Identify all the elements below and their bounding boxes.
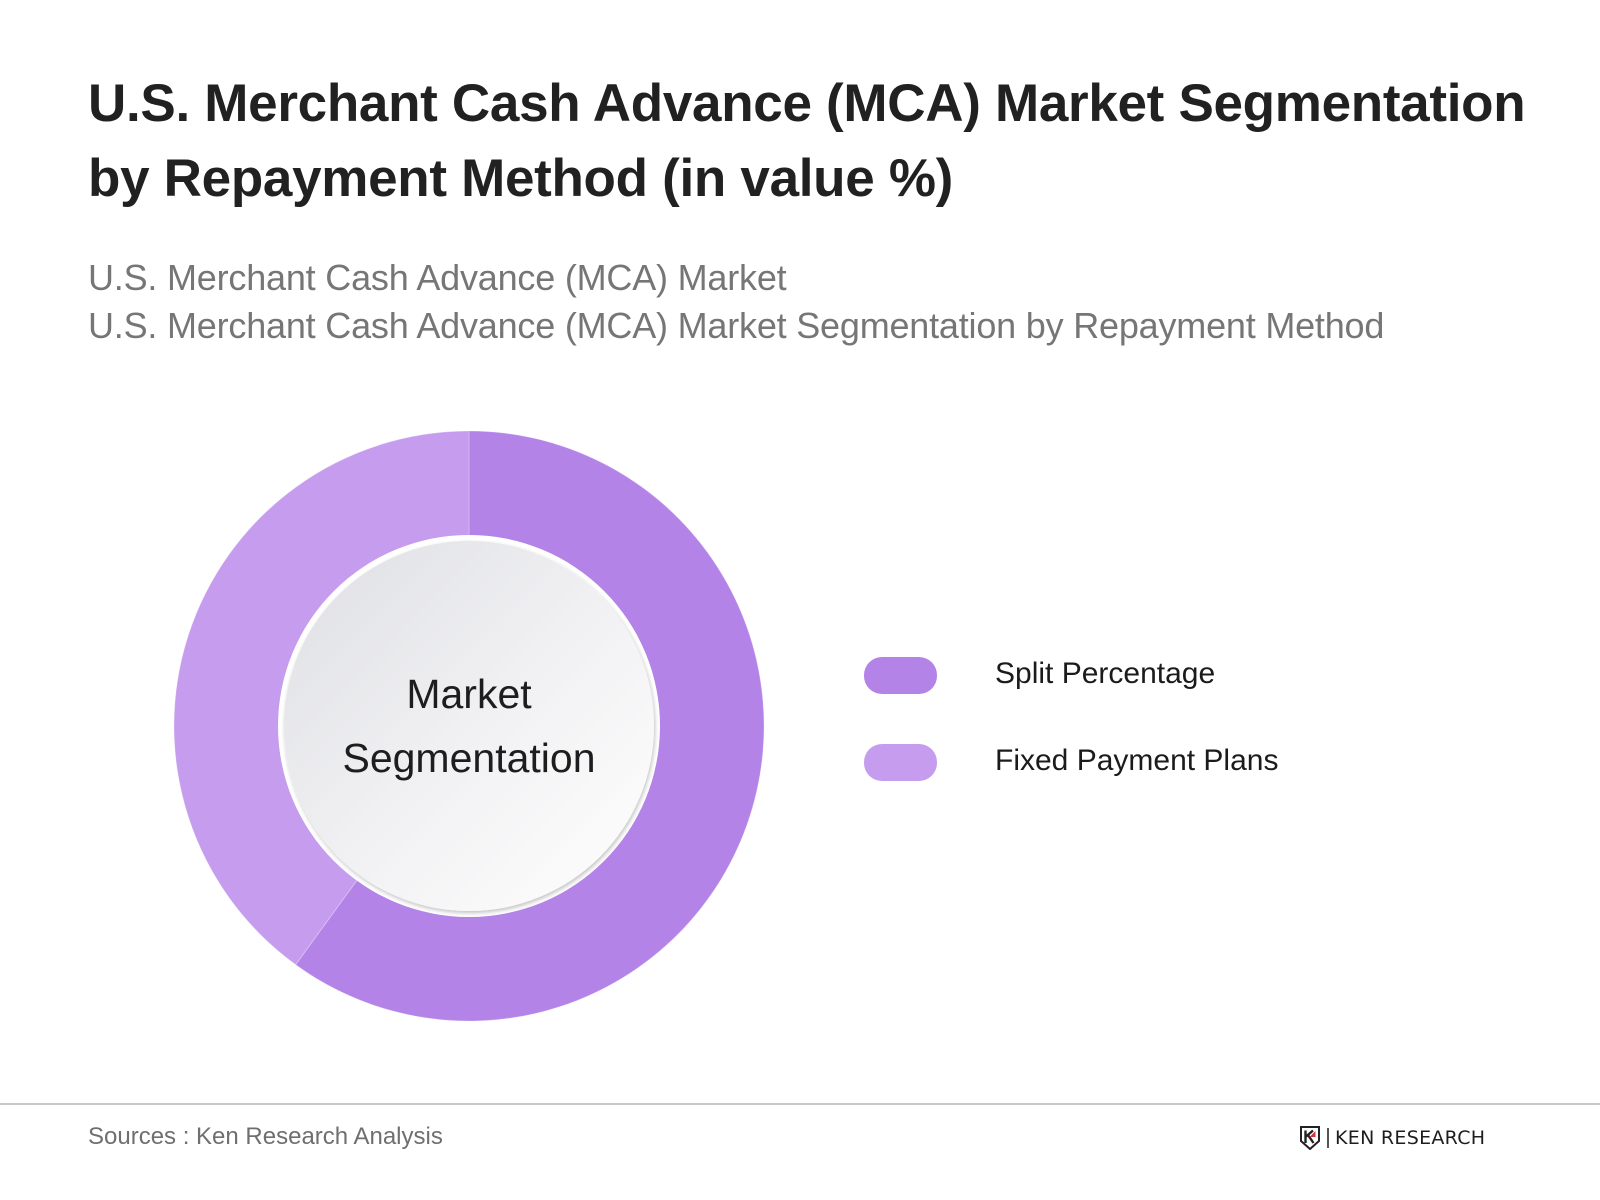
logo-text: KEN RESEARCH [1335, 1127, 1486, 1149]
donut-chart [173, 430, 765, 1022]
subtitle-market: U.S. Merchant Cash Advance (MCA) Market [88, 257, 787, 298]
legend-swatch-split-percentage [864, 656, 937, 694]
donut-inner-disk [284, 541, 654, 911]
legend-swatch-fixed-payment-plans [864, 743, 937, 781]
subtitle-block: U.S. Merchant Cash Advance (MCA) Market … [88, 254, 1548, 350]
legend-item-fixed-payment-plans[interactable]: Fixed Payment Plans [864, 742, 1278, 782]
chart-title: U.S. Merchant Cash Advance (MCA) Market … [88, 74, 1526, 208]
ken-research-shield-icon [1300, 1126, 1320, 1150]
ken-research-logo: KEN RESEARCH [1300, 1125, 1485, 1151]
footer-divider [0, 1103, 1600, 1105]
subtitle-segmentation: U.S. Merchant Cash Advance (MCA) Market … [88, 305, 1385, 346]
chart-legend: Split Percentage Fixed Payment Plans [864, 655, 1278, 829]
source-note: Sources : Ken Research Analysis [88, 1123, 443, 1150]
legend-label-split-percentage: Split Percentage [995, 657, 1216, 690]
legend-item-split-percentage[interactable]: Split Percentage [864, 655, 1215, 695]
legend-label-fixed-payment-plans: Fixed Payment Plans [995, 744, 1279, 777]
logo-separator [1327, 1128, 1329, 1148]
